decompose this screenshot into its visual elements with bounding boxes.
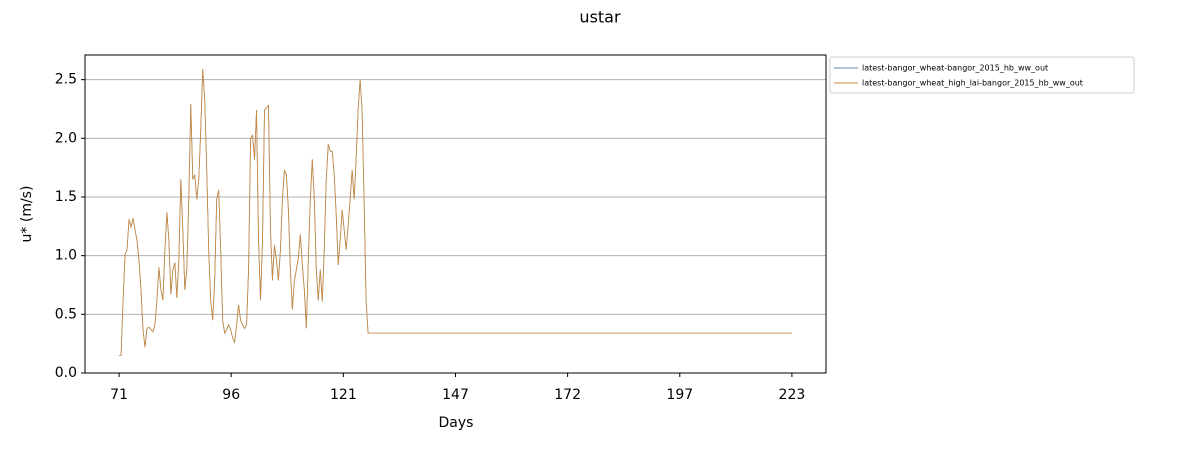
y-tick-label: 0.5 bbox=[55, 306, 77, 322]
y-tick-label: 1.5 bbox=[55, 189, 77, 205]
y-tick-label: 1.0 bbox=[55, 248, 77, 264]
x-tick-label: 147 bbox=[442, 387, 469, 403]
y-axis-label: u* (m/s) bbox=[19, 186, 35, 243]
series-line bbox=[119, 69, 792, 356]
x-axis-label: Days bbox=[439, 415, 474, 431]
plot-frame bbox=[84, 54, 827, 374]
legend-label: latest-bangor_wheat-bangor_2015_hb_ww_ou… bbox=[862, 64, 1048, 73]
legend-box bbox=[829, 56, 1135, 94]
y-tick-label: 0.0 bbox=[55, 365, 77, 381]
x-tick-label: 96 bbox=[222, 387, 240, 403]
legend-label: latest-bangor_wheat_high_lai-bangor_2015… bbox=[862, 79, 1083, 88]
y-tick-label: 2.0 bbox=[55, 130, 77, 146]
x-tick-label: 197 bbox=[666, 387, 693, 403]
x-tick-label: 172 bbox=[554, 387, 581, 403]
chart-title: ustar bbox=[579, 8, 621, 27]
y-tick-label: 2.5 bbox=[55, 72, 77, 88]
x-tick-label: 223 bbox=[779, 387, 806, 403]
series-line bbox=[119, 69, 792, 356]
x-tick-label: 121 bbox=[330, 387, 357, 403]
x-tick-label: 71 bbox=[110, 387, 128, 403]
